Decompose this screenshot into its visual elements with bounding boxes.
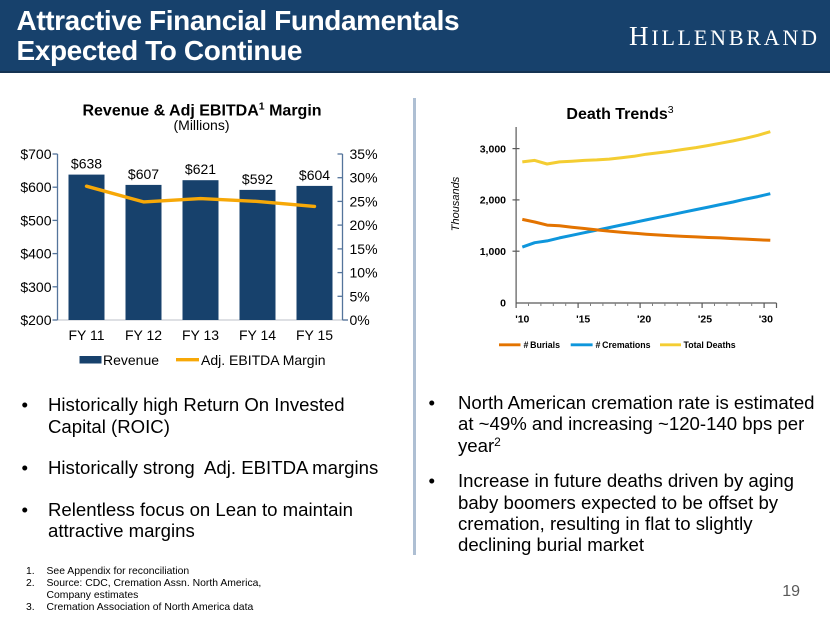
svg-text:$592: $592 — [242, 171, 273, 187]
svg-text:5%: 5% — [350, 288, 370, 304]
svg-text:FY 12: FY 12 — [125, 327, 162, 343]
svg-text:1,000: 1,000 — [480, 246, 506, 258]
svg-text:'25: '25 — [698, 314, 712, 326]
svg-text:'20: '20 — [637, 314, 651, 326]
svg-text:Total Deaths: Total Deaths — [684, 340, 736, 350]
svg-text:$700: $700 — [20, 146, 51, 162]
svg-text:$604: $604 — [299, 167, 330, 183]
svg-text:15%: 15% — [350, 241, 378, 257]
svg-text:30%: 30% — [350, 170, 378, 186]
svg-text:Death Trends3: Death Trends3 — [566, 104, 673, 123]
svg-text:FY 14: FY 14 — [239, 327, 276, 343]
svg-text:$300: $300 — [20, 279, 51, 295]
svg-text:$500: $500 — [20, 212, 51, 228]
svg-text:(Millions): (Millions) — [174, 117, 230, 133]
svg-text:$638: $638 — [71, 156, 102, 172]
svg-text:$607: $607 — [128, 166, 159, 182]
svg-text:$400: $400 — [20, 246, 51, 262]
svg-text:Adj. EBITDA Margin: Adj. EBITDA Margin — [201, 352, 326, 368]
svg-text:'30: '30 — [759, 314, 773, 326]
svg-text:FY 13: FY 13 — [182, 327, 219, 343]
svg-text:0: 0 — [500, 297, 506, 309]
svg-text:FY 11: FY 11 — [68, 327, 104, 343]
svg-text:'10: '10 — [515, 314, 529, 326]
svg-text:2,000: 2,000 — [480, 195, 506, 207]
svg-text:3,000: 3,000 — [480, 143, 506, 155]
svg-text:35%: 35% — [350, 146, 378, 162]
svg-text:25%: 25% — [350, 193, 378, 209]
svg-text:Revenue: Revenue — [103, 352, 159, 368]
svg-text:# Burials: # Burials — [524, 340, 561, 350]
svg-text:$600: $600 — [20, 179, 51, 195]
svg-text:0%: 0% — [350, 312, 370, 328]
svg-text:$621: $621 — [185, 161, 216, 177]
svg-text:20%: 20% — [350, 217, 378, 233]
svg-text:$200: $200 — [20, 312, 51, 328]
svg-text:'15: '15 — [576, 314, 590, 326]
svg-text:Thousands: Thousands — [450, 176, 462, 231]
svg-text:FY 15: FY 15 — [296, 327, 333, 343]
svg-text:# Cremations: # Cremations — [596, 340, 651, 350]
svg-text:10%: 10% — [350, 265, 378, 281]
